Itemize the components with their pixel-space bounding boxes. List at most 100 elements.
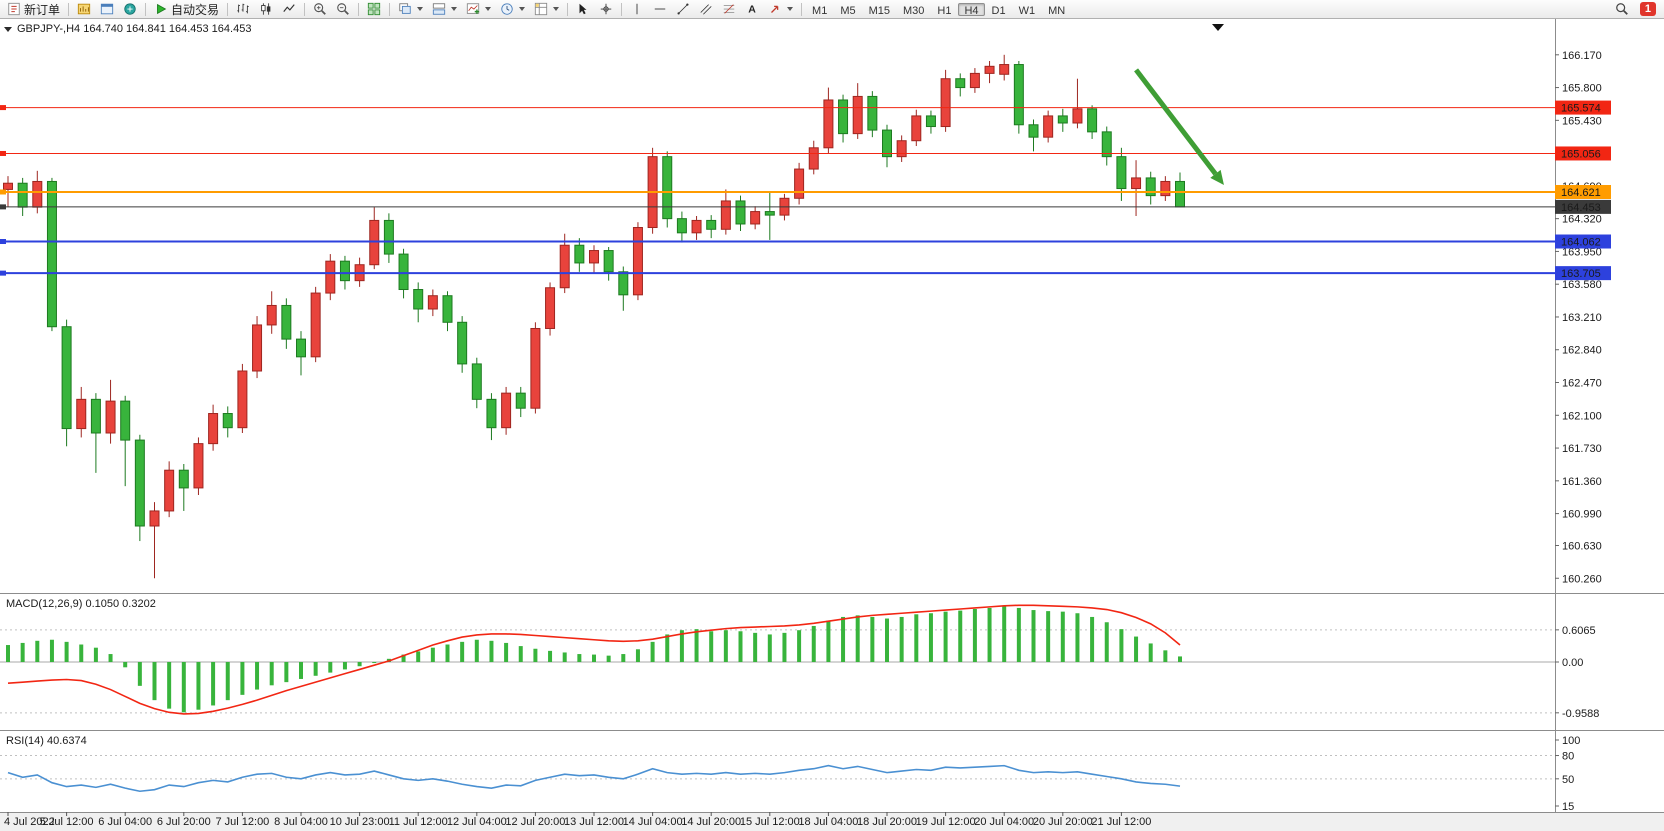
bar-chart-icon bbox=[236, 2, 250, 16]
notification-badge[interactable]: 1 bbox=[1639, 2, 1656, 16]
horizontal-line-button[interactable] bbox=[649, 1, 671, 18]
trend-arrow-layer[interactable] bbox=[1134, 68, 1224, 185]
bar-chart-button[interactable] bbox=[232, 1, 254, 18]
navigator-icon bbox=[123, 2, 137, 16]
svg-text:164.621: 164.621 bbox=[1561, 187, 1601, 199]
svg-text:14 Jul 04:00: 14 Jul 04:00 bbox=[623, 816, 683, 828]
fibonacci-icon bbox=[722, 2, 736, 16]
svg-text:164.453: 164.453 bbox=[1561, 202, 1601, 214]
svg-text:11 Jul 12:00: 11 Jul 12:00 bbox=[389, 816, 448, 828]
svg-text:0.00: 0.00 bbox=[1562, 657, 1583, 669]
svg-text:-0.9588: -0.9588 bbox=[1562, 708, 1599, 720]
timeframe-button-H1[interactable]: H1 bbox=[931, 3, 957, 17]
svg-text:5 Jul 12:00: 5 Jul 12:00 bbox=[40, 816, 94, 828]
timeframe-button-M15[interactable]: M15 bbox=[863, 3, 896, 17]
cursor-button[interactable] bbox=[572, 1, 594, 18]
new-order-icon bbox=[7, 2, 21, 16]
one-click-trading-toggle[interactable] bbox=[4, 27, 12, 32]
toolbar-separator bbox=[304, 2, 306, 16]
candles[interactable] bbox=[3, 54, 1185, 579]
navigator-button[interactable] bbox=[119, 1, 141, 18]
chart-shift-marker[interactable] bbox=[1212, 24, 1224, 31]
cascade-windows-button[interactable] bbox=[394, 1, 427, 18]
search-button[interactable] bbox=[1611, 1, 1633, 18]
trend-arrow[interactable] bbox=[1134, 68, 1224, 185]
trendline-button[interactable] bbox=[672, 1, 694, 18]
new-order-button[interactable]: 新订单 bbox=[3, 1, 64, 18]
toolbar-separator bbox=[145, 2, 147, 16]
line-anchor[interactable] bbox=[0, 270, 6, 276]
crosshair-icon bbox=[599, 2, 613, 16]
rsi-panel[interactable]: 100 80 50 15 bbox=[0, 735, 1580, 813]
svg-text:80: 80 bbox=[1562, 751, 1574, 763]
svg-text:162.840: 162.840 bbox=[1562, 345, 1602, 357]
timeframe-button-MN[interactable]: MN bbox=[1042, 3, 1071, 17]
toolbar-separator bbox=[358, 2, 360, 16]
candlestick-chart-icon bbox=[259, 2, 273, 16]
time-axis-strip[interactable] bbox=[0, 812, 1664, 831]
horizontal-line-icon bbox=[653, 2, 667, 16]
profiles-button[interactable] bbox=[73, 1, 95, 18]
zoom-in-button[interactable] bbox=[309, 1, 331, 18]
line-anchor[interactable] bbox=[0, 189, 6, 195]
autotrading-label: 自动交易 bbox=[171, 2, 220, 17]
arrange-windows-icon bbox=[432, 2, 446, 16]
zoom-out-icon bbox=[336, 2, 350, 16]
templates-button[interactable] bbox=[530, 1, 563, 18]
macd-label: MACD(12,26,9) 0.1050 0.3202 bbox=[6, 598, 156, 610]
svg-text:160.990: 160.990 bbox=[1562, 509, 1602, 521]
timeframe-button-W1[interactable]: W1 bbox=[1013, 3, 1042, 17]
clock-icon bbox=[500, 2, 514, 16]
svg-text:13 Jul 12:00: 13 Jul 12:00 bbox=[564, 816, 624, 828]
fibonacci-button[interactable] bbox=[718, 1, 740, 18]
caret-down-icon bbox=[553, 7, 560, 11]
svg-text:21 Jul 12:00: 21 Jul 12:00 bbox=[1091, 816, 1151, 828]
caret-down-icon bbox=[451, 7, 458, 11]
market-watch-icon bbox=[100, 2, 114, 16]
timeframe-button-H4[interactable]: H4 bbox=[958, 2, 985, 17]
svg-text:100: 100 bbox=[1562, 735, 1580, 747]
toolbar-separator bbox=[621, 2, 623, 16]
periods-button[interactable] bbox=[496, 1, 529, 18]
macd-panel[interactable]: 0.6065 0.00 -0.9588 bbox=[0, 604, 1599, 720]
crosshair-button[interactable] bbox=[595, 1, 617, 18]
arrange-windows-button[interactable] bbox=[428, 1, 461, 18]
line-anchor[interactable] bbox=[0, 105, 6, 111]
indicators-button[interactable] bbox=[462, 1, 495, 18]
horizontal-lines[interactable] bbox=[0, 105, 1555, 276]
line-anchor[interactable] bbox=[0, 204, 6, 210]
toolbar-separator bbox=[389, 2, 391, 16]
zoom-out-button[interactable] bbox=[332, 1, 354, 18]
toolbar: 新订单 自动交易 A M1 M5 M15 M30 H1 H4 D1 W1 MN 1 bbox=[0, 0, 1664, 19]
tile-windows-button[interactable] bbox=[363, 1, 385, 18]
indicators-icon bbox=[466, 2, 480, 16]
line-anchor[interactable] bbox=[0, 150, 6, 156]
svg-text:165.574: 165.574 bbox=[1561, 103, 1601, 115]
timeframe-button-M1[interactable]: M1 bbox=[806, 3, 833, 17]
text-label-button[interactable]: A bbox=[741, 1, 763, 18]
toolbar-separator bbox=[68, 2, 70, 16]
svg-text:A: A bbox=[748, 4, 756, 16]
line-anchor[interactable] bbox=[0, 239, 6, 245]
svg-text:0.6065: 0.6065 bbox=[1562, 625, 1596, 637]
price-axis[interactable]: 166.170165.800165.430164.690164.320163.9… bbox=[1555, 50, 1602, 585]
line-chart-button[interactable] bbox=[278, 1, 300, 18]
svg-text:163.950: 163.950 bbox=[1562, 246, 1602, 258]
timeframe-button-D1[interactable]: D1 bbox=[986, 3, 1012, 17]
timeframe-button-M30[interactable]: M30 bbox=[897, 3, 930, 17]
toolbar-separator bbox=[567, 2, 569, 16]
vertical-line-button[interactable] bbox=[626, 1, 648, 18]
svg-text:18 Jul 04:00: 18 Jul 04:00 bbox=[798, 816, 858, 828]
svg-text:163.705: 163.705 bbox=[1561, 268, 1601, 280]
arrows-button[interactable] bbox=[764, 1, 797, 18]
autotrading-button[interactable]: 自动交易 bbox=[150, 1, 223, 18]
svg-text:12 Jul 20:00: 12 Jul 20:00 bbox=[505, 816, 565, 828]
channel-button[interactable] bbox=[695, 1, 717, 18]
market-watch-button[interactable] bbox=[96, 1, 118, 18]
svg-text:10 Jul 23:00: 10 Jul 23:00 bbox=[330, 816, 390, 828]
timeframe-button-M5[interactable]: M5 bbox=[834, 3, 861, 17]
candlestick-chart-button[interactable] bbox=[255, 1, 277, 18]
chart-profiles-icon bbox=[77, 2, 91, 16]
chart-window[interactable]: 0.6065 0.00 -0.9588 100 80 50 15 166.170 165.8… bbox=[0, 19, 1664, 831]
